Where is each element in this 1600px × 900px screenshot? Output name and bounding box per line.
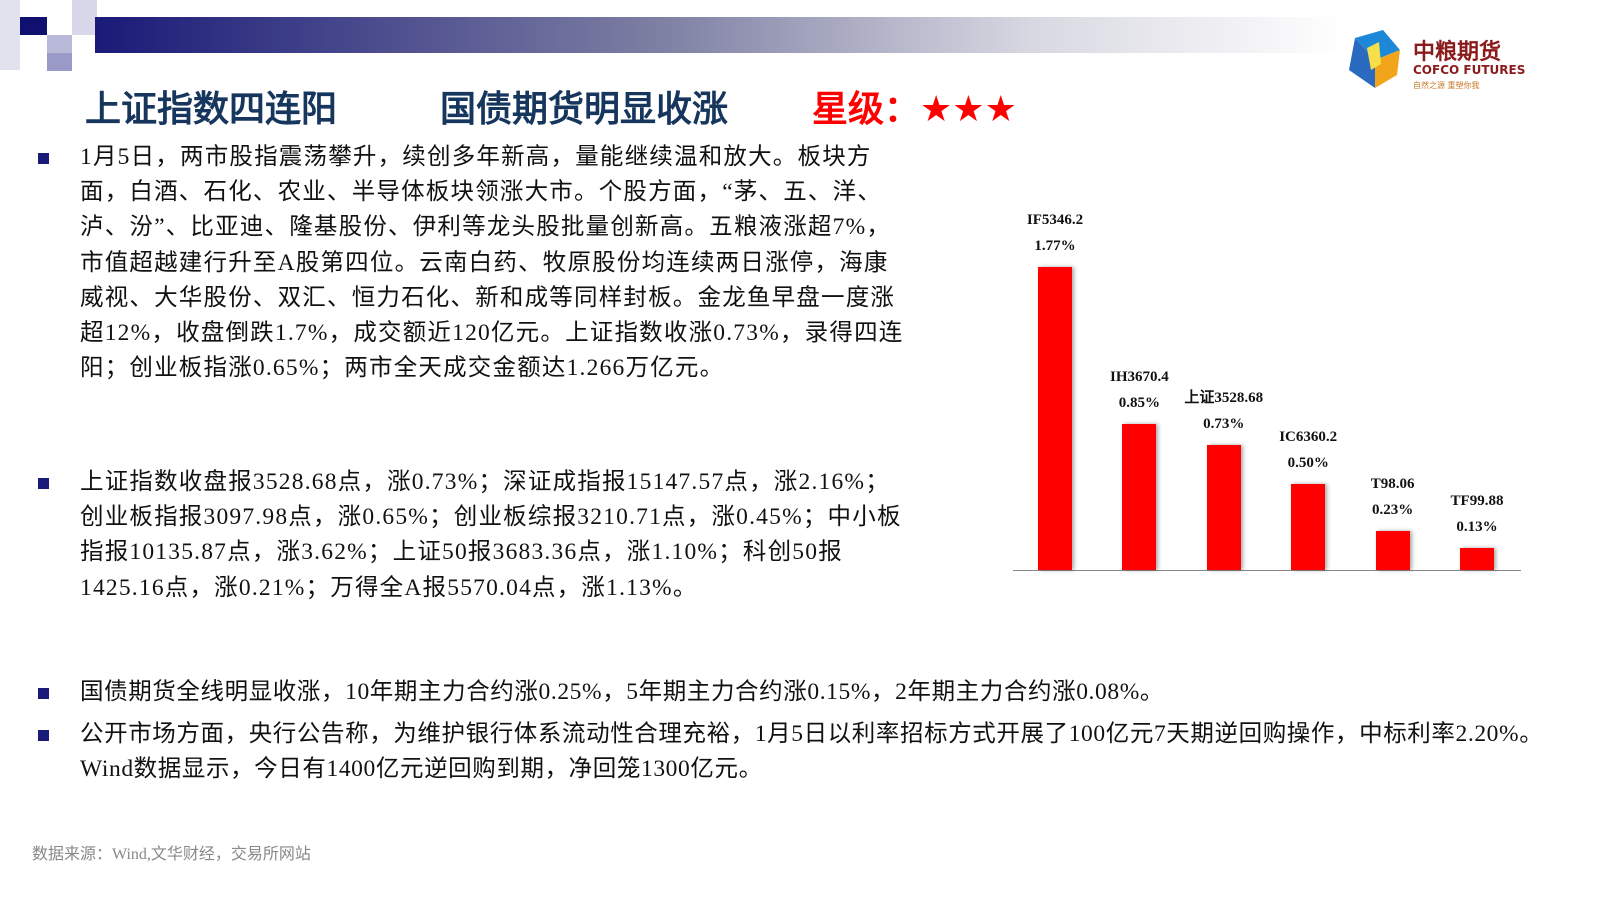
data-source: 数据来源：Wind,文华财经，交易所网站 bbox=[32, 846, 311, 863]
value-label: 0.23% bbox=[1371, 501, 1414, 518]
logo-slogan: 自然之源 重塑你我 bbox=[1413, 81, 1480, 90]
bar-label-1: IH3670.4 0.85% bbox=[1079, 364, 1199, 416]
bullet-text-3: 国债期货全线明显收涨，10年期主力合约涨0.25%，5年期主力合约涨0.15%，… bbox=[80, 679, 1165, 705]
category-label: IH3670.4 bbox=[1110, 369, 1169, 386]
category-label: T98.06 bbox=[1370, 475, 1415, 492]
category-label: TF99.88 bbox=[1450, 492, 1504, 509]
deco-square bbox=[47, 53, 72, 71]
bullet-text-2: 上证指数收盘报3528.68点，涨0.73%；深证成指报15147.57点，涨2… bbox=[80, 469, 902, 601]
bar-label-4: T98.06 0.23% bbox=[1333, 471, 1453, 523]
logo-en: COFCO FUTURES bbox=[1413, 63, 1526, 77]
bar-1 bbox=[1122, 424, 1157, 570]
value-label: 1.77% bbox=[1034, 238, 1076, 254]
deco-square bbox=[72, 0, 97, 35]
title-1: 上证指数四连阳 bbox=[85, 89, 338, 130]
bullet-icon bbox=[38, 730, 49, 741]
logo-cube-icon bbox=[1349, 30, 1400, 88]
header-band bbox=[95, 17, 1345, 53]
bar-0 bbox=[1038, 267, 1072, 570]
logo-cn: 中粮期货 bbox=[1413, 40, 1502, 65]
bar-2 bbox=[1206, 445, 1241, 570]
bar-label-3: IC6360.2 0.50% bbox=[1248, 424, 1368, 476]
bullet-text-4: 公开市场方面，央行公告称，为维护银行体系流动性合理充裕，1月5日以利率招标方式开… bbox=[80, 721, 1544, 783]
x-axis bbox=[1013, 570, 1521, 571]
cofco-logo: 中粮期货 COFCO FUTURES 自然之源 重塑你我 bbox=[1345, 30, 1545, 95]
value-label: 0.50% bbox=[1287, 455, 1329, 472]
title-2: 国债期货明显收涨 bbox=[440, 89, 729, 130]
category-label: 上证3528.68 bbox=[1184, 390, 1264, 407]
rating-label: 星级： bbox=[812, 89, 921, 130]
value-label: 0.13% bbox=[1456, 518, 1498, 535]
bullet-text-1: 1月5日，两市股指震荡攀升，续创多年新高，量能继续温和放大。板块方面，白酒、石化… bbox=[80, 144, 904, 382]
bullet-icon bbox=[38, 688, 49, 699]
bar-3 bbox=[1291, 484, 1326, 570]
bar-label-5: TF99.88 0.13% bbox=[1417, 488, 1537, 540]
bullet-icon bbox=[38, 153, 49, 164]
deco-square bbox=[47, 35, 72, 53]
value-label: 0.73% bbox=[1203, 416, 1245, 433]
bar-5 bbox=[1460, 547, 1494, 570]
deco-square bbox=[0, 0, 20, 70]
deco-square bbox=[20, 17, 47, 35]
bullet-icon bbox=[38, 478, 49, 489]
rating: 星级：★★★ bbox=[812, 80, 1017, 132]
category-label: IF5346.2 bbox=[1026, 212, 1084, 228]
category-label: IC6360.2 bbox=[1279, 429, 1338, 446]
bar-chart: IF5346.2 1.77% IH3670.4 0.85% 上证3528.68 0.73%… bbox=[1000, 200, 1540, 590]
bar-label-0: IF5346.2 1.77% bbox=[995, 207, 1115, 259]
star-icons: ★★★ bbox=[920, 89, 1017, 130]
value-label: 0.85% bbox=[1118, 395, 1161, 412]
bar-label-2: 上证3528.68 0.73% bbox=[1164, 385, 1284, 437]
bar-4 bbox=[1375, 530, 1410, 570]
